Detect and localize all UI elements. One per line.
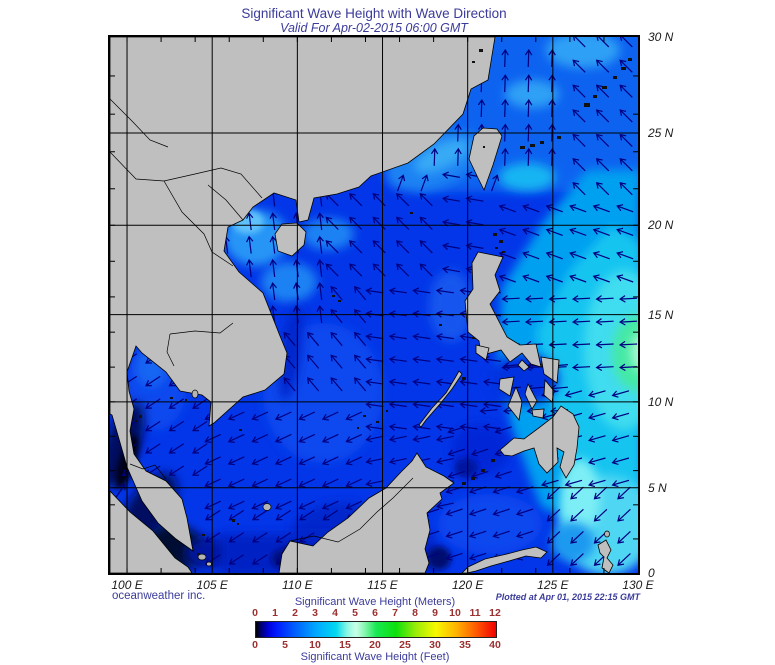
scale-tick: 12 — [489, 607, 501, 619]
medium-islands — [191, 389, 610, 567]
graticule-grid — [110, 37, 638, 573]
island-phu-quoc — [191, 389, 199, 399]
scale-tick: 10 — [309, 639, 321, 651]
lat-label: 15 N — [648, 307, 674, 322]
lon-label: 110 E — [282, 578, 313, 592]
scale-tick: 35 — [459, 639, 471, 651]
wave-height-map — [99, 29, 664, 576]
scale-tick: 9 — [432, 607, 438, 619]
scale-tick: 20 — [369, 639, 381, 651]
scale-tick: 4 — [332, 607, 338, 619]
land-borneo — [278, 452, 455, 574]
scale-tick: 25 — [399, 639, 411, 651]
land-palawan — [418, 370, 463, 428]
lat-label: 10 N — [648, 394, 674, 409]
country-borders — [109, 98, 414, 543]
scale-tick: 30 — [429, 639, 441, 651]
island-lingga — [197, 553, 207, 561]
legend-meters-label: Significant Wave Height (Meters) — [294, 596, 456, 608]
scale-tick: 5 — [282, 639, 288, 651]
scale-tick: 3 — [312, 607, 318, 619]
lat-label: 25 N — [648, 126, 674, 141]
land-luzon — [464, 251, 542, 368]
scale-tick: 10 — [449, 607, 461, 619]
scale-tick: 0 — [252, 639, 258, 651]
legend-feet-label: Significant Wave Height (Feet) — [300, 651, 450, 663]
scale-tick: 5 — [352, 607, 358, 619]
lon-label: 115 E — [367, 578, 398, 592]
lat-label: 5 N — [648, 480, 667, 495]
island-morotai — [604, 530, 610, 538]
land-layer — [109, 36, 614, 574]
land-china-indochina — [109, 36, 496, 552]
lat-label: 30 N — [648, 30, 674, 44]
land-bohol — [531, 408, 545, 419]
wave-height-colorbar — [255, 621, 497, 638]
land-halmahera — [597, 539, 614, 574]
scale-tick: 1 — [272, 607, 278, 619]
land-cebu — [524, 382, 538, 410]
scale-tick: 15 — [339, 639, 351, 651]
land-mindoro — [475, 344, 490, 361]
lat-label: 20 N — [648, 218, 674, 233]
axis-ticks — [110, 37, 638, 573]
scale-tick: 11 — [469, 607, 481, 619]
land-hainan — [274, 222, 307, 257]
map-frame — [99, 29, 664, 576]
lon-label: 130 E — [622, 578, 654, 592]
land-panay — [498, 376, 515, 397]
scale-tick: 6 — [372, 607, 378, 619]
island-natuna — [262, 503, 272, 511]
lat-label: 0 — [648, 566, 655, 580]
scale-tick: 2 — [292, 607, 298, 619]
lon-label: 105 E — [196, 578, 228, 592]
small-islands — [136, 49, 632, 555]
plotted-timestamp: Plotted at Apr 01, 2015 22:15 GMT — [495, 592, 640, 602]
lon-label: 120 E — [451, 578, 484, 592]
scale-tick: 8 — [412, 607, 418, 619]
scale-tick: 7 — [392, 607, 398, 619]
lon-label: 100 E — [111, 578, 143, 592]
island-riau — [206, 561, 212, 567]
lon-label: 125 E — [537, 578, 569, 592]
page-title: Significant Wave Height with Wave Direct… — [241, 6, 507, 21]
land-negros — [507, 385, 523, 421]
scale-tick: 40 — [489, 639, 501, 651]
valid-time-subtitle: Valid For Apr-02-2015 06:00 GMT — [280, 21, 468, 35]
scale-tick: 0 — [252, 607, 258, 619]
source-credit: oceanweather inc. — [112, 590, 206, 602]
land-mindanao — [499, 405, 580, 479]
land-masbate — [517, 359, 530, 372]
land-sulawesi — [461, 546, 548, 574]
